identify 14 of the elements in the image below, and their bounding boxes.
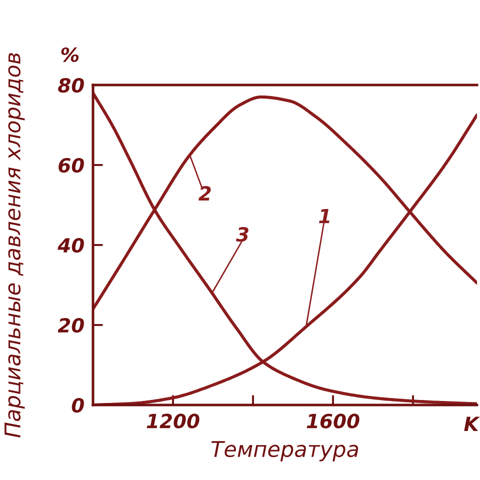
text: K xyxy=(464,416,480,431)
y-tick-label: 40 xyxy=(58,238,84,253)
x-axis-title: Температура xyxy=(211,441,358,462)
text: 3 xyxy=(236,226,248,242)
y-tick-label: 80 xyxy=(58,78,84,93)
legend-label: 2 xyxy=(198,186,211,200)
x-tick-label: 1200 xyxy=(146,414,200,428)
y-axis-title: Парциальные давления хлоридов xyxy=(4,53,25,438)
text: % xyxy=(61,47,79,62)
text: 1 xyxy=(319,208,330,224)
y-tick-label: 20 xyxy=(58,318,84,333)
y-tick-label: 0 xyxy=(72,398,84,413)
x-tick-label: 1600 xyxy=(306,414,360,428)
y-tick-label: 60 xyxy=(58,158,84,173)
